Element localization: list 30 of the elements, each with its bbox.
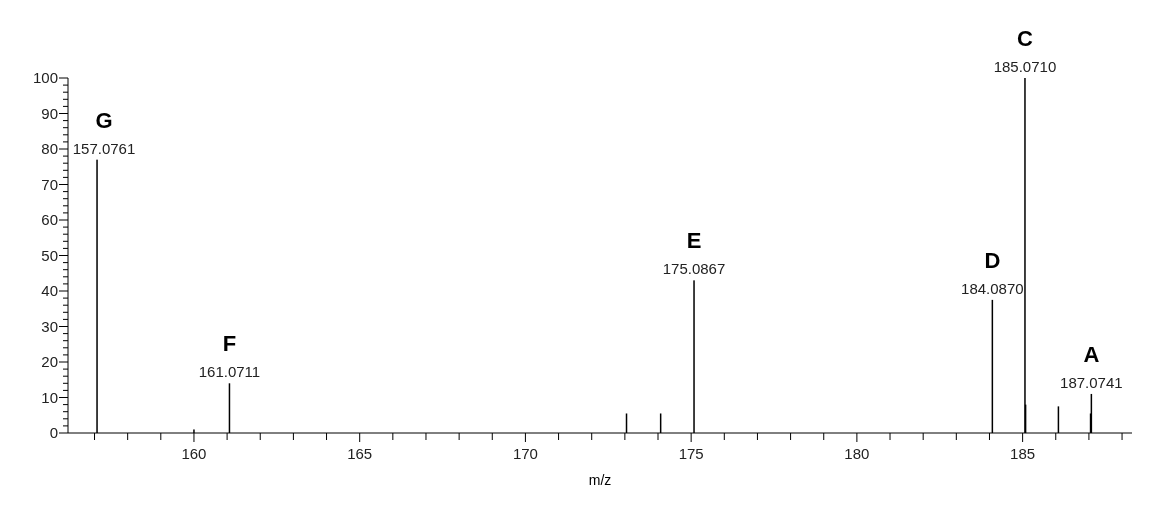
annotation: D (984, 247, 1001, 273)
y-tick-label: 0 (49, 424, 58, 441)
x-tick-label: 185 (1010, 445, 1036, 462)
x-tick-label: 175 (678, 445, 704, 462)
annotation: G (95, 107, 113, 133)
y-tick-label: 70 (41, 175, 58, 193)
x-tick-label: 160 (181, 445, 207, 462)
annotation: F (222, 331, 237, 357)
annotation: 175.0867 (662, 260, 726, 278)
y-tick-label: 30 (41, 317, 58, 335)
annotation: C (1017, 26, 1034, 51)
x-tick-label: 165 (347, 445, 373, 462)
x-tick-label: 170 (512, 445, 538, 462)
y-tick-label: 90 (41, 104, 58, 122)
y-tick-label: 100 (32, 69, 58, 86)
y-tick-label: 50 (41, 246, 58, 264)
y-tick-label: 10 (41, 388, 58, 406)
annotation: 185.0710 (993, 58, 1057, 75)
x-tick-label: 180 (844, 445, 870, 462)
annotation: 161.0711 (198, 363, 261, 381)
annotation: A (1083, 341, 1100, 367)
annotation: 157.0761 (72, 139, 136, 157)
annotation: E (686, 228, 702, 254)
annotation: 187.0741 (1060, 373, 1123, 391)
x-axis-title: m/z (588, 472, 612, 488)
y-tick-label: 20 (41, 353, 58, 370)
y-tick-label: 80 (41, 140, 58, 157)
annotation: 184.0870 (961, 279, 1024, 297)
y-tick-label: 60 (41, 211, 58, 228)
y-tick-label: 40 (41, 282, 58, 299)
